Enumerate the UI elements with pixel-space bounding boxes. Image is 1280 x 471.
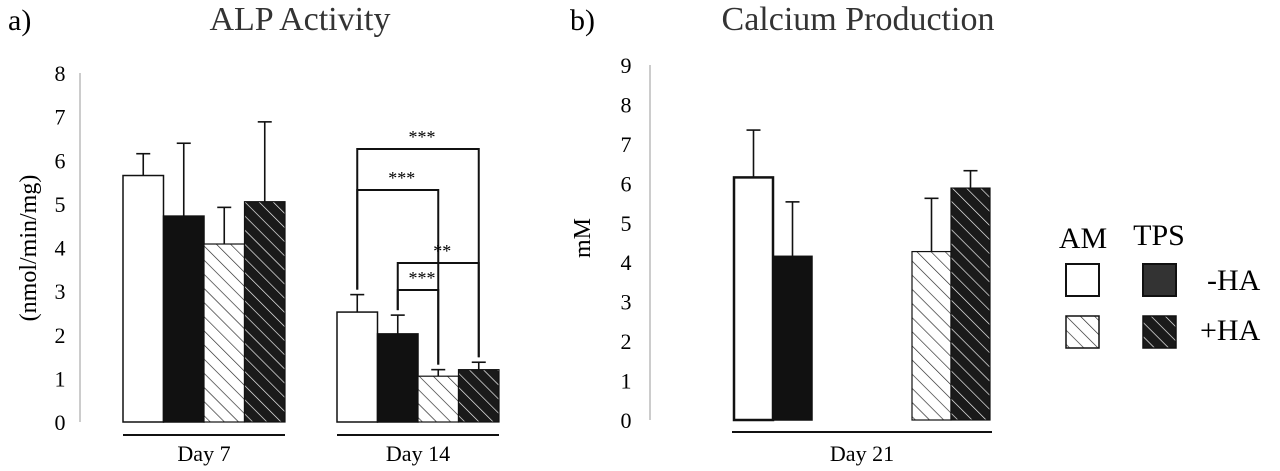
significance-bracket [396, 262, 480, 358]
bar [122, 174, 165, 423]
legend-swatch-tps-minus-ha [1142, 263, 1177, 297]
panel-a-bars [122, 174, 500, 423]
significance-bracket [396, 289, 440, 365]
panel-b-label: b) [570, 4, 595, 37]
panel-b-y-tick-label: 3 [621, 290, 632, 315]
legend-header-tps: TPS [1133, 219, 1185, 252]
bar [732, 176, 775, 422]
bar [911, 250, 952, 421]
panel-b-y-tick-label: 1 [621, 369, 632, 394]
legend-header-am: AM [1059, 222, 1107, 255]
legend-swatch-am-plus-ha [1065, 315, 1100, 349]
panel-a-error-bars [136, 121, 486, 377]
legend-swatch-tps-plus-ha [1142, 315, 1177, 349]
legend-row-plus-ha: +HA [1200, 314, 1261, 347]
panel-b-bars [732, 176, 991, 422]
panel-a-y-tick-label: 5 [55, 192, 66, 217]
panel-b-chart: b) Calcium Production mM 0 1 2 3 4 5 6 7 8 9 Day … [570, 1, 994, 466]
panel-b-y-tick-label: 2 [621, 329, 632, 354]
bar [417, 375, 460, 423]
panel-a-title: ALP Activity [209, 1, 390, 38]
bar [243, 201, 286, 423]
bar [950, 187, 991, 421]
panel-b-y-axis-label: mM [570, 218, 596, 258]
panel-a-y-tick-label: 6 [55, 148, 66, 173]
x-tick-label: Day 7 [177, 441, 230, 466]
panel-a-label: a) [8, 4, 31, 37]
panel-a-y-tick-label: 4 [55, 236, 66, 261]
significance-label: ** [433, 241, 451, 261]
legend: AM TPS -HA +HA [1059, 219, 1261, 349]
panel-a-y-tick-label: 3 [55, 279, 66, 304]
panel-a-y-tick-label: 1 [55, 366, 66, 391]
legend-row-minus-ha: -HA [1207, 264, 1261, 297]
panel-b-y-tick-label: 0 [621, 408, 632, 433]
x-tick-label: Day 21 [830, 441, 894, 466]
bar [457, 369, 500, 423]
significance-label: *** [409, 127, 436, 147]
bar [162, 215, 205, 423]
panel-b-y-tick-label: 5 [621, 211, 632, 236]
panel-b-y-tick-label: 6 [621, 171, 632, 196]
bar [336, 311, 379, 423]
legend-swatch-am-minus-ha [1065, 263, 1100, 297]
panel-b-error-bars [746, 129, 978, 257]
bar [772, 255, 813, 421]
x-tick-label: Day 14 [386, 441, 450, 466]
panel-a-y-tick-label: 0 [55, 410, 66, 435]
panel-a-significance-brackets: *********** [356, 127, 480, 365]
panel-b-y-tick-label: 9 [621, 53, 632, 78]
panel-a-y-axis-label: (nmol/min/mg) [16, 175, 42, 322]
significance-label: *** [409, 268, 436, 288]
significance-label: *** [388, 168, 415, 188]
significance-bracket [356, 189, 440, 365]
panel-b-categories: Day 21 [732, 431, 992, 466]
panel-b-y-tick-label: 7 [621, 132, 632, 157]
panel-b-y-tick-label: 4 [621, 250, 632, 275]
bar [376, 333, 419, 423]
panel-a-categories: Day 7 Day 14 [123, 434, 499, 466]
panel-b-title: Calcium Production [722, 1, 995, 38]
panel-a-y-ticks: 0 1 2 3 4 5 6 7 8 [55, 61, 66, 435]
panel-a-y-tick-label: 8 [55, 61, 66, 86]
panel-b-y-ticks: 0 1 2 3 4 5 6 7 8 9 [621, 53, 632, 433]
panel-a-chart: a) ALP Activity (nmol/min/mg) 012345678 … [8, 1, 500, 466]
bar [203, 243, 246, 423]
panel-b-y-tick-label: 8 [621, 92, 632, 117]
panel-a-y-tick-label: 2 [55, 323, 66, 348]
panel-a-y-tick-label: 7 [55, 105, 66, 130]
